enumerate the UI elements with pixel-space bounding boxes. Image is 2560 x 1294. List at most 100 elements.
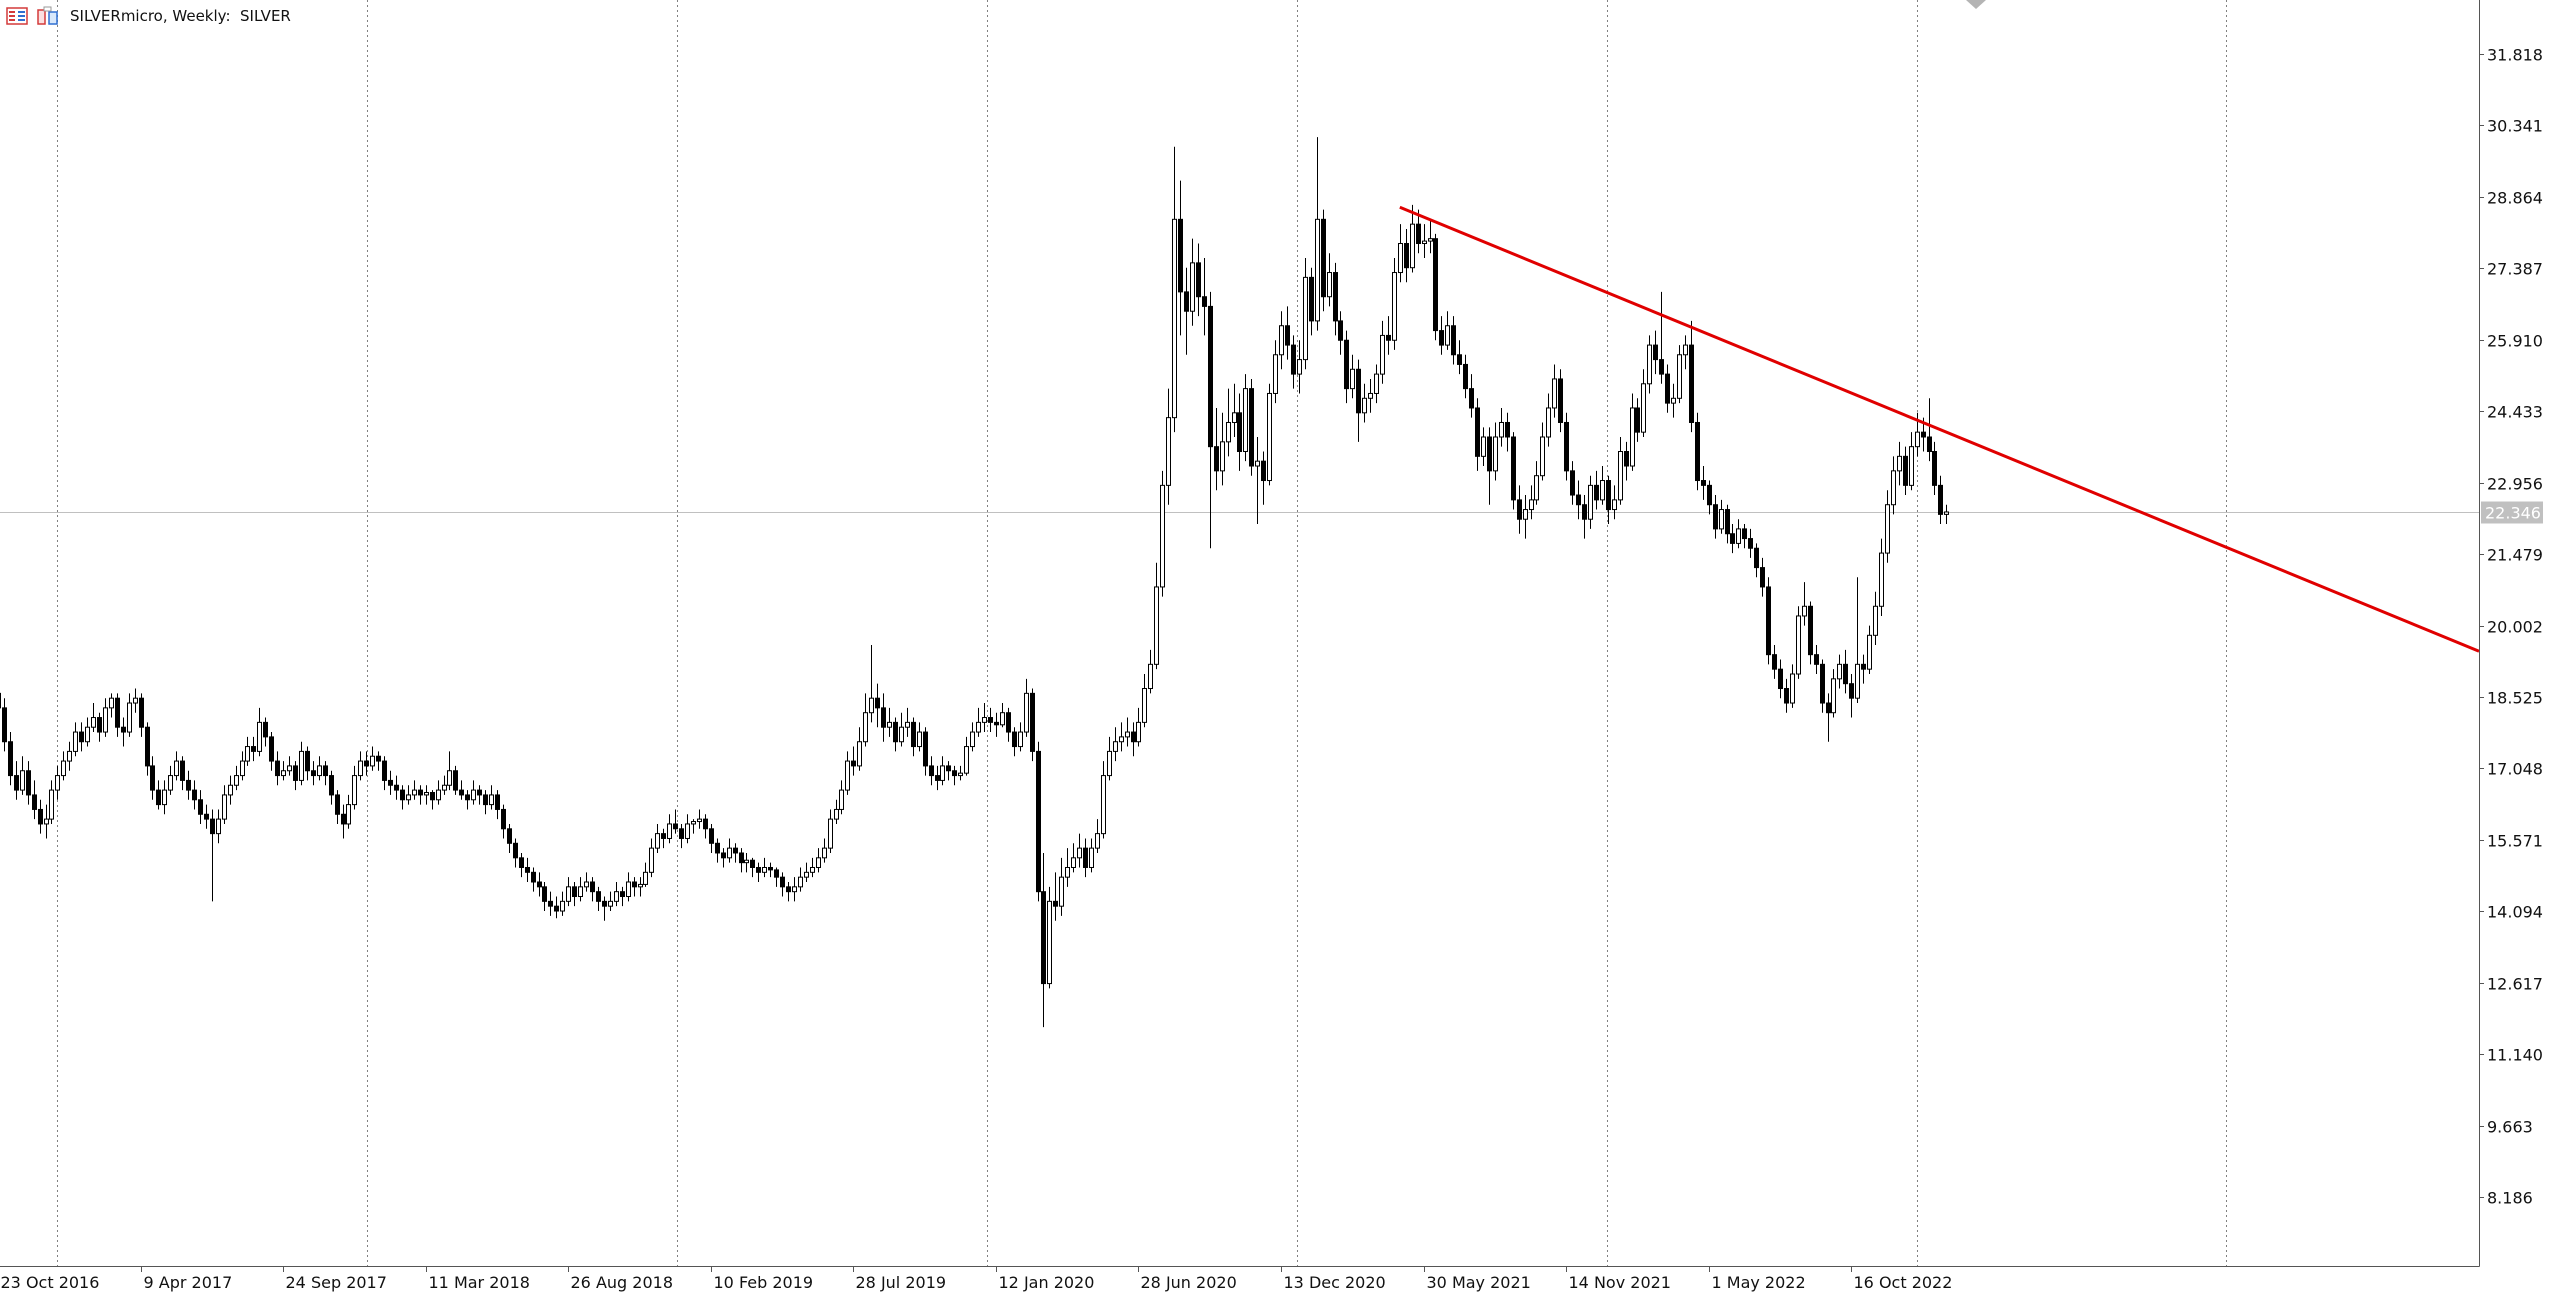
candle-body-bull — [744, 859, 749, 864]
candle-body-bull — [1837, 663, 1842, 680]
candle-body-bear — [1659, 359, 1664, 375]
candle — [287, 756, 292, 776]
candle — [1249, 378, 1254, 476]
candle-body-bear — [1451, 325, 1456, 356]
candle — [1362, 383, 1367, 423]
candle-body-bear — [210, 818, 215, 835]
candle — [1879, 538, 1884, 616]
candle-body-bear — [477, 789, 482, 796]
candle-body-bear — [1760, 567, 1765, 588]
candle — [97, 712, 102, 742]
candle — [145, 722, 150, 776]
candle-body-bear — [394, 784, 399, 791]
candle-body-bull — [1362, 397, 1367, 414]
price-tick-label: 12.617 — [2487, 975, 2543, 994]
time-tick-label: 28 Jul 2019 — [856, 1273, 947, 1292]
candle-body-bull — [447, 770, 452, 786]
candle-body-bear — [602, 900, 607, 907]
candle — [1030, 688, 1035, 762]
candle-body-bear — [1564, 421, 1569, 472]
candle-body-bull — [727, 847, 732, 859]
candle — [1944, 504, 1949, 525]
price-axis[interactable]: 31.818 30.341 28.864 27.387 25.910 24.433 22.9… — [2479, 46, 2543, 1208]
candle-body-bull — [578, 886, 583, 898]
candle — [251, 736, 256, 762]
candle — [1808, 601, 1813, 665]
candle-body-bear — [548, 900, 553, 907]
candle-body-bear — [465, 794, 470, 801]
candle — [519, 852, 524, 878]
indicator-list-icon[interactable] — [6, 7, 28, 25]
candle-body-bear — [1457, 354, 1462, 365]
candle — [1439, 316, 1444, 355]
chart-window-icon[interactable] — [36, 6, 60, 26]
candle-body-bear — [382, 760, 387, 781]
candle — [305, 746, 310, 781]
candle-body-bear — [156, 789, 161, 806]
candle-body-bear — [1665, 373, 1670, 404]
candle-body-bear — [430, 792, 435, 801]
candle-body-bull — [216, 818, 221, 835]
candle — [442, 775, 447, 795]
price-tick-label: 18.525 — [2487, 689, 2543, 708]
candle — [1226, 388, 1231, 457]
plot-area[interactable] — [0, 0, 2479, 1266]
candle — [1469, 374, 1474, 418]
time-tick-label: 14 Nov 2021 — [1569, 1273, 1671, 1292]
candle-body-bull — [49, 789, 54, 820]
candle — [1142, 674, 1147, 728]
time-tick-label: 23 Oct 2016 — [1, 1273, 100, 1292]
candle-body-bull — [424, 792, 429, 796]
candle-body-bull — [55, 775, 60, 791]
candle-body-bull — [887, 721, 892, 728]
candle-body-bear — [756, 866, 761, 873]
time-axis[interactable]: 23 Oct 2016 9 Apr 2017 24 Sep 2017 11 Mar 2… — [0, 1266, 1952, 1292]
candle-body-bear — [1505, 421, 1510, 438]
candle — [1546, 393, 1551, 447]
candle-body-bull — [1891, 470, 1896, 506]
candle-body-bull — [228, 784, 233, 796]
candle — [798, 867, 803, 892]
trendline[interactable] — [1399, 205, 2479, 653]
candle-body-bear — [1558, 378, 1563, 423]
candle-body-bear — [1742, 528, 1747, 540]
candle-body-bull — [1172, 218, 1177, 419]
candle-body-bear — [881, 707, 886, 728]
candle — [275, 751, 280, 786]
candle — [721, 848, 726, 868]
candle — [786, 881, 791, 902]
candle-body-bull — [133, 697, 138, 704]
candle-body-bull — [257, 721, 262, 752]
candle-body-bear — [14, 775, 19, 791]
candle-body-bear — [513, 842, 518, 859]
candle — [1730, 524, 1735, 554]
candle — [1606, 475, 1611, 525]
candle — [1624, 441, 1629, 481]
candle-body-bull — [1719, 509, 1724, 530]
candle — [804, 862, 809, 882]
candle-body-bear — [1249, 388, 1254, 467]
candle — [1517, 485, 1522, 534]
candle-body-bear — [929, 765, 934, 777]
candle — [1220, 412, 1225, 486]
candle-body-bull — [1641, 383, 1646, 433]
candle-body-bull — [804, 871, 809, 878]
candle-body-bull — [649, 847, 654, 873]
candle — [382, 756, 387, 791]
candle-body-bear — [1184, 291, 1189, 312]
chart-shift-triangle-icon[interactable] — [1966, 0, 1986, 9]
candle-body-bear — [531, 871, 536, 883]
candle — [608, 891, 613, 912]
candle — [341, 804, 346, 839]
candle-body-bear — [1291, 344, 1296, 375]
candle-body-bull — [1297, 359, 1302, 375]
candle — [1321, 209, 1326, 312]
candle — [590, 877, 595, 902]
candle — [1932, 441, 1937, 496]
candle-body-bull — [1552, 378, 1557, 409]
candle — [1647, 335, 1652, 394]
candle-body-bull — [245, 746, 250, 762]
candle-body-bear — [596, 891, 601, 902]
candle-body-bear — [1701, 480, 1706, 486]
